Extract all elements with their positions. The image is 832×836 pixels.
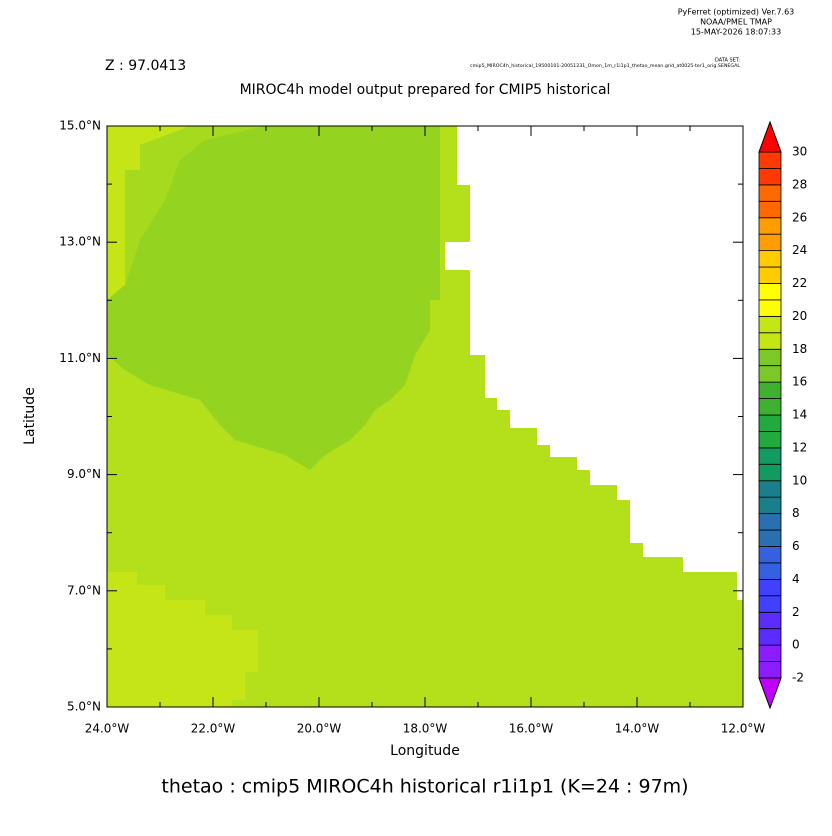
y-tick-label: 7.0°N xyxy=(67,583,101,597)
x-tick-label: 22.0°W xyxy=(191,722,236,736)
x-tick-label: 24.0°W xyxy=(85,722,130,736)
y-axis-label: Latitude xyxy=(22,387,38,445)
colorbar-label: 16 xyxy=(792,375,807,389)
y-tick-label: 15.0°N xyxy=(59,119,101,133)
x-axis-label: Longitude xyxy=(390,743,460,759)
field xyxy=(107,126,743,707)
colorbar-label: 22 xyxy=(792,276,807,290)
y-tick-label: 11.0°N xyxy=(59,351,101,365)
y-tick-label: 13.0°N xyxy=(59,235,101,249)
x-tick-label: 14.0°W xyxy=(615,722,660,736)
colorbar-label: -2 xyxy=(792,671,804,685)
colorbar-label: 2 xyxy=(792,605,800,619)
colorbar-under xyxy=(758,677,782,710)
caption: thetao : cmip5 MIROC4h historical r1i1p1… xyxy=(161,776,688,798)
colorbar-label: 30 xyxy=(792,145,807,159)
colorbar-label: 8 xyxy=(792,506,800,520)
x-tick-label: 12.0°W xyxy=(721,722,766,736)
header-line: PyFerret (optimized) Ver.7.63 xyxy=(678,8,795,17)
y-tick-label: 5.0°N xyxy=(67,700,101,714)
x-tick-label: 18.0°W xyxy=(403,722,448,736)
minor-ticks xyxy=(107,126,743,707)
ocean-region xyxy=(107,126,440,470)
colorbar-label: 24 xyxy=(792,243,807,257)
z-label: Z : 97.0413 xyxy=(105,58,186,74)
colorbar-label: 6 xyxy=(792,539,800,553)
colorbar-label: 28 xyxy=(792,177,807,191)
colorbar-label: 12 xyxy=(792,440,807,454)
colorbar-label: 10 xyxy=(792,473,807,487)
header-line: NOAA/PMEL TMAP xyxy=(700,18,772,27)
y-tick-label: 9.0°N xyxy=(67,467,101,481)
colorbar-label: 4 xyxy=(792,572,800,586)
colorbar-label: 26 xyxy=(792,210,807,224)
colorbar-label: 14 xyxy=(792,408,807,422)
colorbar-label: 0 xyxy=(792,638,800,652)
dataset-label: DATA SET: xyxy=(715,58,740,64)
dataset: cmip5_MIROC4h_historical_19500101-200512… xyxy=(470,63,741,68)
ocean-region xyxy=(125,126,265,285)
header-line: 15-MAY-2026 18:07:33 xyxy=(691,28,781,37)
colorbar-label: 20 xyxy=(792,309,807,323)
ocean-region xyxy=(107,572,258,707)
chart-title: MIROC4h model output prepared for CMIP5 … xyxy=(240,82,611,98)
ocean-region xyxy=(107,126,190,300)
colorbar-label: 18 xyxy=(792,342,807,356)
x-tick-label: 16.0°W xyxy=(509,722,554,736)
colorbar-over xyxy=(758,120,782,153)
x-tick-label: 20.0°W xyxy=(297,722,342,736)
